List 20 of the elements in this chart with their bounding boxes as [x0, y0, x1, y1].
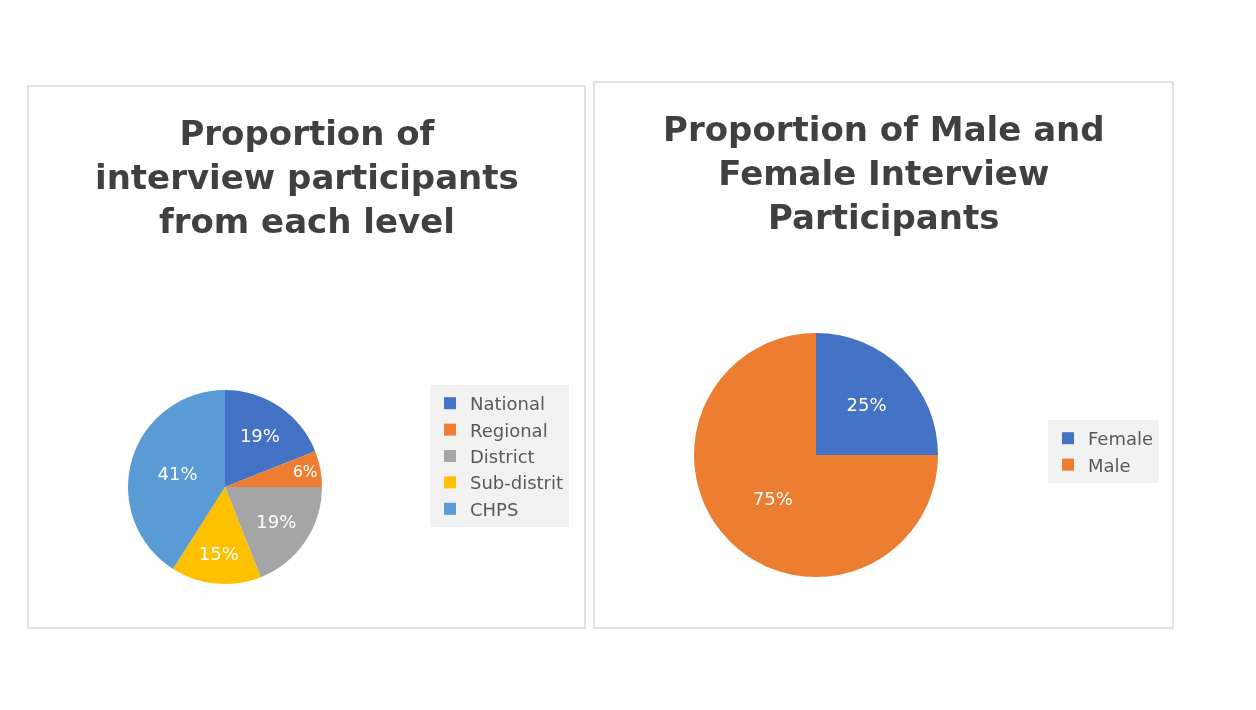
chart-title: Proportion of interview participants from each level — [95, 113, 519, 242]
data-label: 75% — [752, 487, 793, 509]
legend-label: Female — [1088, 428, 1154, 450]
legend-label: National — [470, 393, 546, 415]
pie-slice — [225, 451, 322, 487]
data-label: 41% — [157, 462, 198, 484]
data-label: 6% — [292, 463, 318, 482]
pie-slice — [225, 390, 316, 487]
legend-label: Sub-distrit — [470, 472, 564, 494]
legend-label: CHPS — [470, 498, 519, 520]
data-label: 19% — [239, 425, 280, 447]
data-label: 19% — [256, 511, 297, 533]
legend-label: District — [470, 446, 535, 468]
pie-slice — [816, 333, 938, 455]
data-label: 25% — [846, 393, 887, 415]
pie-slice — [694, 333, 938, 577]
legend-label: Regional — [470, 419, 548, 441]
chart-title: Proportion of Male and Female Interview Participants — [663, 109, 1105, 238]
legend-label: Male — [1088, 454, 1131, 476]
data-label: 15% — [198, 542, 239, 564]
